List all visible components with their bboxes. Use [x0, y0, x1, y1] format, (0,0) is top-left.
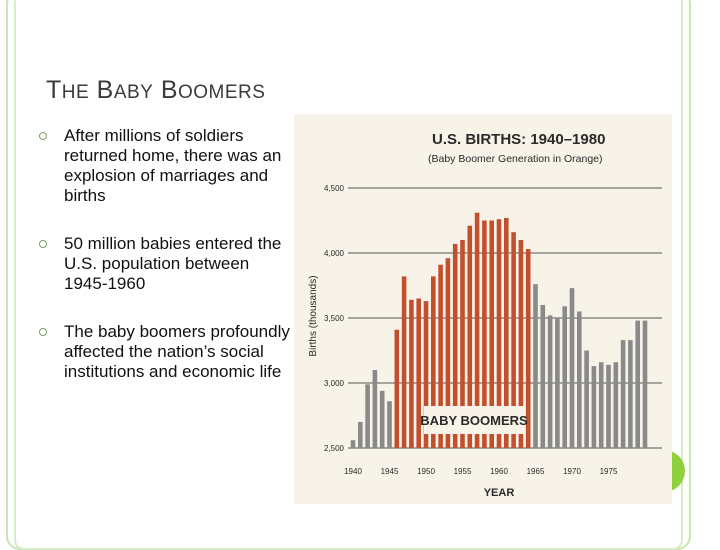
- x-tick-label: 1960: [490, 467, 508, 476]
- y-tick-label: 3,000: [324, 379, 345, 388]
- bar-1968: [555, 318, 560, 448]
- x-tick-label: 1975: [600, 467, 618, 476]
- bar-1949: [416, 298, 421, 448]
- x-tick-label: 1955: [454, 467, 472, 476]
- bar-1964: [525, 249, 531, 448]
- x-tick-label: 1965: [527, 467, 545, 476]
- bar-1980: [642, 320, 648, 448]
- bullet-text: After millions of soldiers returned home…: [64, 126, 282, 205]
- bar-1958: [482, 220, 487, 448]
- baby-boomers-annotation: BABY BOOMERS: [420, 413, 528, 428]
- bar-1979: [635, 320, 640, 448]
- x-tick-label: 1940: [344, 467, 362, 476]
- bar-1974: [598, 362, 604, 448]
- y-tick-label: 3,500: [324, 314, 345, 323]
- bar-1948: [409, 299, 414, 448]
- chart-subtitle: (Baby Boomer Generation in Orange): [428, 153, 603, 165]
- bar-1944: [379, 390, 385, 448]
- bar-1965: [533, 284, 538, 448]
- bullet-item: 50 million babies entered the U.S. popul…: [38, 234, 296, 294]
- bar-1951: [431, 276, 436, 448]
- bar-1972: [584, 350, 589, 448]
- bar-1950: [423, 301, 429, 448]
- x-axis-label: YEAR: [484, 487, 515, 499]
- bar-1975: [606, 364, 611, 448]
- bullet-text: The baby boomers profoundly affected the…: [64, 322, 290, 381]
- bar-1955: [460, 240, 465, 448]
- bar-1946: [394, 329, 400, 448]
- chart-title: U.S. BIRTHS: 1940–1980: [432, 131, 605, 148]
- bar-1967: [547, 315, 553, 448]
- bar-1971: [577, 311, 582, 448]
- bullet-icon: [39, 328, 47, 336]
- y-tick-label: 2,500: [324, 444, 345, 453]
- y-axis-label: Births (thousands): [308, 275, 319, 356]
- bar-1976: [613, 362, 619, 448]
- bullet-item: After millions of soldiers returned home…: [38, 126, 296, 206]
- bar-1978: [628, 340, 633, 448]
- bar-1941: [358, 422, 363, 448]
- bar-1962: [511, 232, 516, 448]
- bar-1952: [438, 264, 443, 448]
- births-chart: U.S. BIRTHS: 1940–1980 (Baby Boomer Gene…: [294, 114, 672, 504]
- bullet-icon: [39, 240, 47, 248]
- bullet-item: The baby boomers profoundly affected the…: [38, 322, 296, 382]
- bar-1963: [518, 240, 524, 448]
- bar-1957: [474, 212, 480, 448]
- births-chart-svg: U.S. BIRTHS: 1940–1980 (Baby Boomer Gene…: [308, 131, 662, 499]
- bar-1940: [350, 440, 356, 448]
- bar-1959: [489, 220, 494, 448]
- x-tick-label: 1945: [381, 467, 399, 476]
- bar-1942: [365, 384, 370, 448]
- bullet-icon: [39, 132, 47, 140]
- x-tick-label: 1970: [563, 467, 581, 476]
- bar-1969: [562, 306, 567, 448]
- bar-1977: [620, 340, 626, 448]
- y-tick-label: 4,000: [324, 249, 345, 258]
- bar-1947: [401, 276, 407, 448]
- bar-1954: [452, 243, 458, 448]
- bar-1953: [445, 258, 451, 448]
- x-tick-label: 1950: [417, 467, 435, 476]
- bar-1966: [540, 305, 546, 448]
- bar-1973: [591, 366, 597, 448]
- y-tick-label: 4,500: [324, 184, 345, 193]
- bar-1960: [496, 219, 502, 448]
- baby-boomers-label-box: [424, 406, 524, 434]
- bullet-text: 50 million babies entered the U.S. popul…: [64, 234, 282, 293]
- slide-title: THE BABY BOOMERS: [46, 76, 266, 104]
- bar-1943: [372, 370, 378, 448]
- bar-1945: [387, 401, 392, 448]
- bar-1970: [569, 288, 575, 448]
- bullet-list: After millions of soldiers returned home…: [38, 126, 296, 410]
- bar-1956: [467, 225, 473, 448]
- bar-1961: [504, 217, 509, 448]
